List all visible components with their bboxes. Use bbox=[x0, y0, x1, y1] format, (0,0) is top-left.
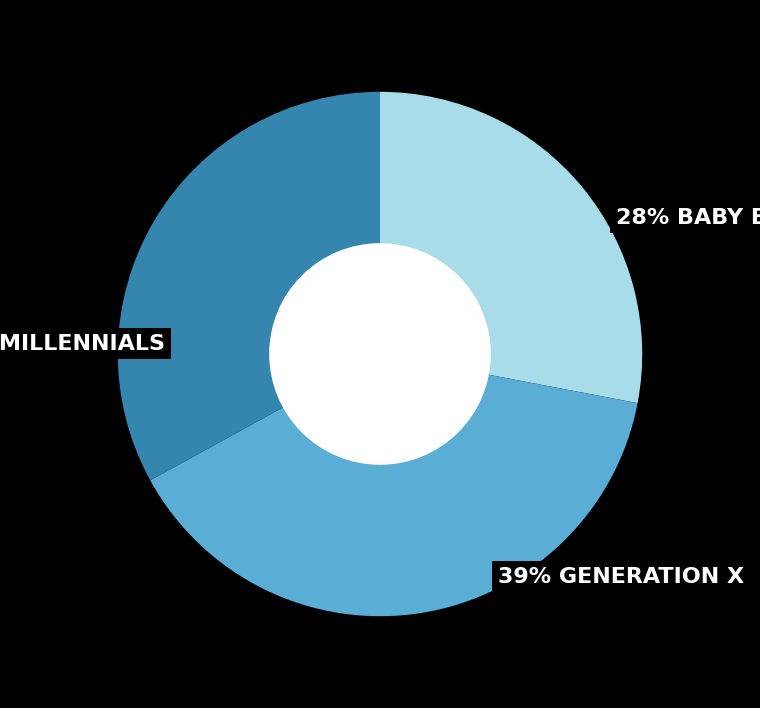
Circle shape bbox=[270, 244, 490, 464]
Wedge shape bbox=[150, 375, 638, 616]
Wedge shape bbox=[380, 92, 642, 403]
Text: 28% BABY BOOMER: 28% BABY BOOMER bbox=[616, 207, 760, 228]
Text: 33% MILLENNIALS: 33% MILLENNIALS bbox=[0, 333, 165, 353]
Text: 39% GENERATION X: 39% GENERATION X bbox=[498, 567, 744, 587]
Wedge shape bbox=[118, 92, 380, 480]
